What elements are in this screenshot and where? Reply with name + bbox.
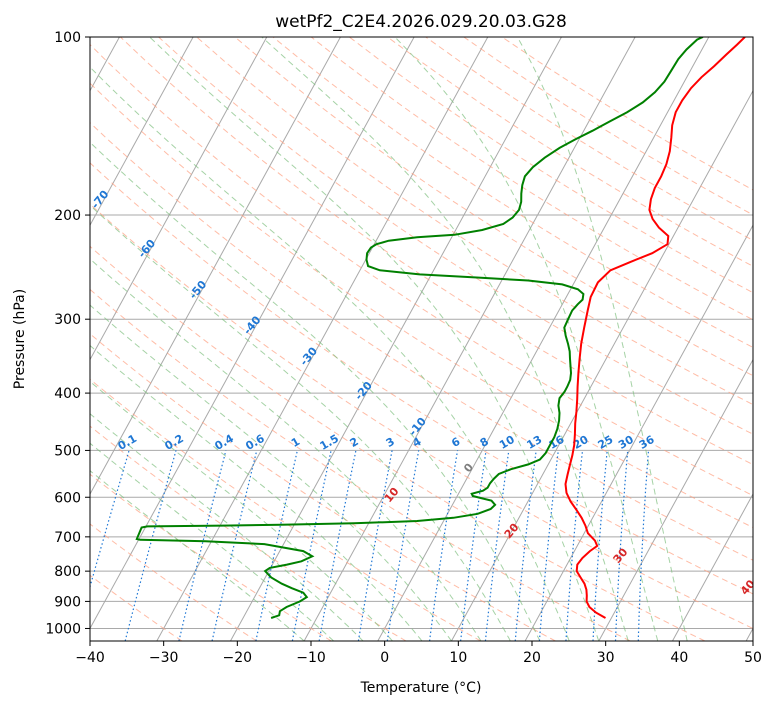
x-tick-label: −10: [296, 650, 326, 666]
y-tick-label: 400: [54, 386, 81, 402]
dry-adiabat-30: [90, 288, 631, 641]
dry-adiabat--10: [90, 473, 332, 641]
moist-adiabat-6: [90, 344, 423, 641]
y-tick-label: 800: [54, 564, 81, 580]
isobar-gridlines: [90, 37, 753, 629]
plot-area: 0.1 0.2 0.4 0.6 1 1.5 2 3 4 6 8 10 13 16 20 25 30 3610203…: [90, 37, 753, 641]
y-tick-label: 900: [54, 594, 81, 610]
x-tick-label: −30: [149, 650, 179, 666]
dry-adiabat-0: [90, 425, 407, 641]
y-tick-label: 500: [54, 443, 81, 459]
mixing-ratio-line-0.4: [178, 450, 227, 641]
dry-adiabat-60: [90, 162, 753, 595]
moist-adiabats: [90, 37, 688, 641]
y-tick-label: 100: [54, 30, 81, 46]
moist-adiabat-18: [90, 204, 511, 641]
isotherm-40: [672, 493, 753, 641]
mixing-ratio-lines: [90, 450, 650, 641]
x-tick-label: −20: [223, 650, 253, 666]
x-tick-label: 20: [523, 650, 541, 666]
mixing-ratio-line-4: [386, 450, 420, 641]
temperature-profile-line: [564, 37, 746, 619]
dry-adiabat-10: [90, 378, 481, 641]
x-tick-label: 30: [597, 650, 615, 666]
dry-adiabat-130: [234, 37, 753, 377]
dry-adiabat-80: [90, 82, 753, 529]
mixing-ratio-line-13: [514, 450, 537, 641]
dry-adiabat--20: [90, 523, 257, 641]
x-tick-label: −40: [75, 650, 105, 666]
isotherm--50: [90, 37, 341, 496]
moist-adiabat-14: [90, 258, 482, 641]
x-axis-ticks: −40 −30 −20 −10 0 10 20 30 40 50: [75, 641, 762, 666]
dry-adiabat-160: [349, 37, 753, 294]
y-tick-label: 600: [54, 490, 81, 506]
moist-adiabat--10: [90, 470, 305, 641]
isotherm--60: [90, 37, 268, 361]
mixing-ratio-line-10: [484, 450, 510, 641]
mixing-ratio-line-16: [538, 450, 559, 641]
moist-adiabat-10: [90, 304, 452, 641]
dry-adiabat-40: [90, 245, 706, 641]
moist-adiabat-26: [90, 66, 570, 641]
y-tick-label: 300: [54, 312, 81, 328]
moist-adiabat--6: [90, 442, 334, 641]
y-axis-label: Pressure (hPa): [12, 289, 28, 389]
isotherm--30: [156, 37, 489, 641]
dry-adiabat-20: [90, 333, 556, 641]
dry-adiabats: [90, 37, 753, 641]
isotherm-0: [377, 37, 710, 641]
mixing-ratio-line-6: [429, 450, 459, 641]
y-tick-label: 200: [54, 208, 81, 224]
x-tick-label: 50: [744, 650, 762, 666]
dry-adiabat-70: [90, 122, 753, 561]
mixing-ratio-line-0.6: [211, 450, 258, 641]
y-tick-label: 1000: [45, 621, 81, 637]
moist-adiabat--2: [90, 413, 364, 641]
chart-title: wetPf2_C2E4.2026.029.20.03.G28: [275, 12, 567, 32]
mixing-ratio-line-0.1: [90, 450, 130, 590]
moist-adiabat-34: [261, 37, 629, 641]
isotherm--70: [90, 37, 194, 227]
y-tick-label: 700: [54, 530, 81, 546]
moist-adiabat-30: [149, 37, 600, 641]
moist-adiabat-2: [90, 380, 393, 641]
x-tick-label: 0: [380, 650, 389, 666]
moist-adiabat-38: [394, 37, 659, 641]
y-axis-ticks: 100 200 300 400 500 600 700 800 900 1000: [45, 30, 90, 637]
plot-frame: [89, 36, 754, 642]
x-tick-label: 40: [670, 650, 688, 666]
isotherm-20: [524, 224, 753, 641]
isotherm-10: [451, 89, 753, 641]
mixing-ratio-line-0.2: [124, 450, 177, 641]
dry-adiabat-110: [158, 37, 753, 435]
dry-adiabat-150: [310, 37, 753, 321]
isotherm--20: [230, 37, 562, 641]
dry-adiabat--30: [90, 574, 183, 641]
x-axis-label: Temperature (°C): [360, 680, 482, 696]
isotherm-30: [598, 358, 753, 641]
dry-adiabat-50: [90, 203, 753, 630]
dewpoint-profile-line: [135, 37, 704, 619]
x-tick-label: 10: [449, 650, 467, 666]
mixing-ratio-line-8: [460, 450, 487, 641]
moist-adiabat-42: [516, 37, 688, 641]
